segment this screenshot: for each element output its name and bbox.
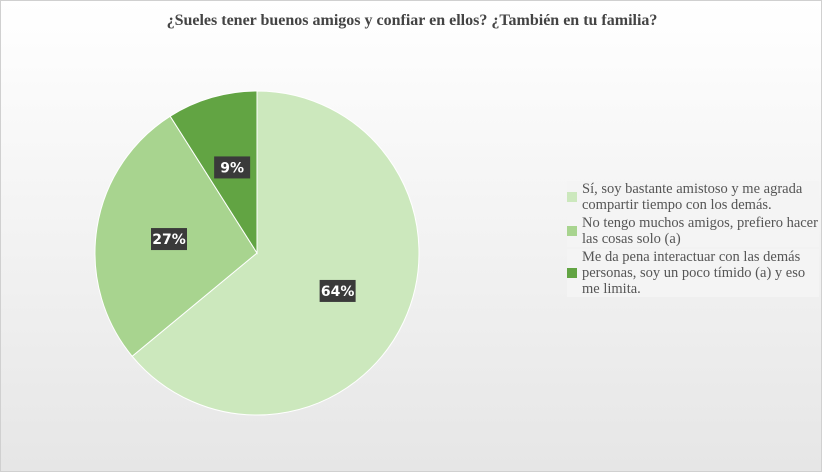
- legend-label: Me da pena interactuar con las demás per…: [582, 249, 806, 297]
- legend-item: Sí, soy bastante amistoso y me agrada co…: [567, 181, 819, 213]
- pie-slice: [131, 90, 420, 416]
- legend-item: No tengo muchos amigos, prefiero hacer l…: [567, 215, 819, 247]
- legend-swatch: [567, 192, 577, 202]
- label-box: [150, 228, 187, 251]
- chart-title: ¿Sueles tener buenos amigos y confiar en…: [167, 12, 658, 29]
- legend-label: No tengo muchos amigos, prefiero hacer l…: [582, 215, 818, 247]
- legend: Sí, soy bastante amistoso y me agrada co…: [567, 181, 819, 299]
- legend-item: Me da pena interactuar con las demás per…: [567, 249, 819, 297]
- label-box: [319, 279, 356, 302]
- legend-swatch: [567, 226, 577, 236]
- data-label: 64%: [321, 284, 355, 300]
- label-box: [214, 156, 251, 179]
- data-label: 9%: [220, 160, 244, 176]
- pie-slice: [169, 90, 258, 255]
- legend-swatch: [567, 268, 577, 278]
- data-label: 27%: [152, 232, 186, 248]
- legend-label: Sí, soy bastante amistoso y me agrada co…: [582, 181, 803, 213]
